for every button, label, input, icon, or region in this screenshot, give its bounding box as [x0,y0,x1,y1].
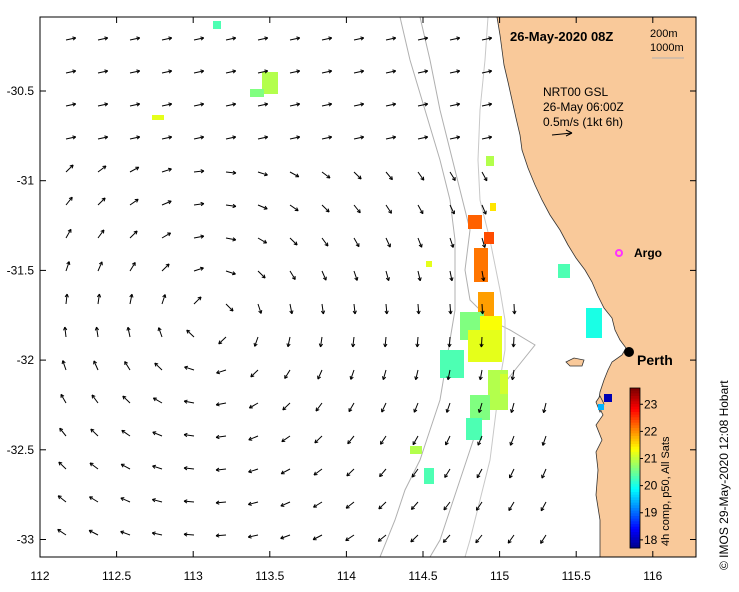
colorbar-tick-label: 21 [644,452,658,466]
y-axis: -30.5 -31 -31.5 -32 -32.5 -33 [7,84,696,547]
perth-marker-icon [624,347,634,357]
isobath-200m-inner [464,16,506,558]
y-tick-label: -32.5 [7,443,35,457]
isobath-legend-200m: 200m [650,28,678,40]
rottnest-island [565,357,585,367]
x-tick-label: 113 [184,569,203,583]
colorbar: 18 19 20 21 22 23 [629,387,658,549]
current-legend-scale: 0.5m/s (1kt 6h) [543,115,623,129]
credit-text: © IMOS 29-May-2020 12:08 Hobart [717,380,731,570]
colorbar-tick-label: 18 [644,533,658,547]
datetime-title: 26-May-2020 08Z [510,29,613,44]
y-tick-label: -32 [17,353,35,367]
argo-marker-icon [615,249,623,257]
x-tick-label: 114 [337,569,356,583]
isobath-legend-1000m: 1000m [650,42,684,54]
perth-label: Perth [637,352,673,368]
sst-patches [152,21,612,484]
isobath-200m [419,16,536,558]
y-tick-label: -33 [17,533,35,547]
argo-label: Argo [634,246,662,260]
y-tick-label: -30.5 [7,84,35,98]
current-legend-product: NRT00 GSL [543,85,608,99]
colorbar-tick-label: 19 [644,506,658,520]
x-tick-label: 115.5 [562,569,591,583]
y-tick-label: -31.5 [7,263,35,277]
current-legend-datetime: 26-May 06:00Z [543,100,624,114]
x-tick-label: 112.5 [102,569,131,583]
colorbar-tick-label: 23 [644,397,658,411]
x-tick-label: 115 [490,569,509,583]
y-tick-label: -31 [17,174,35,188]
x-tick-label: 114.5 [408,569,437,583]
land-western-australia [496,16,697,558]
plot-frame [39,16,697,558]
x-tick-label: 112 [30,569,49,583]
x-tick-label: 116 [643,569,662,583]
colorbar-tick-label: 22 [644,424,658,438]
x-axis: 112 112.5 113 113.5 114 114.5 115 115.5 116 [30,17,663,583]
current-legend-arrow-icon [551,129,573,137]
colorbar-tick-label: 20 [644,479,658,493]
x-tick-label: 113.5 [255,569,284,583]
colorbar-label: 4h comp, p50, All Sats [660,436,672,546]
current-vectors [57,36,547,544]
